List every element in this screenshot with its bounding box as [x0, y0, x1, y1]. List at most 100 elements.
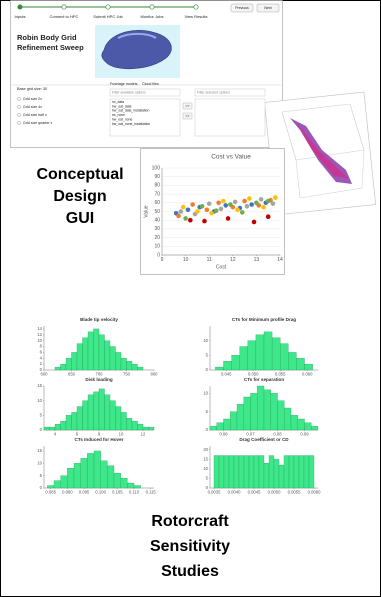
histogram-bar	[138, 424, 144, 430]
scatter-point	[259, 197, 264, 202]
histogram-bar	[224, 419, 231, 430]
scatter-point	[200, 204, 205, 209]
step-label: Inputs	[15, 14, 26, 19]
chart-title: CTs Induced for Hover	[75, 437, 124, 442]
move-button-label: <<	[186, 114, 190, 118]
scatter-point	[214, 208, 219, 213]
histogram-bar	[271, 393, 278, 430]
option-label: Grid size 2x	[23, 97, 42, 101]
y-tick-label: 10	[37, 338, 42, 343]
histogram-bar	[94, 451, 101, 488]
histogram-bar	[143, 427, 149, 430]
x-tick-label: 10	[183, 257, 189, 263]
x-tick-label: 750	[123, 372, 131, 377]
x-tick-label: 0.095	[79, 490, 90, 495]
option-radio[interactable]	[18, 98, 21, 101]
histogram-bar	[132, 364, 138, 370]
histogram-bar	[289, 456, 294, 488]
histogram-bar	[88, 332, 94, 370]
y-tick-label: 70	[154, 191, 160, 197]
histogram-bar	[81, 458, 88, 488]
x-tick-label: 0.105	[112, 490, 123, 495]
x-tick-label: 0.090	[62, 490, 73, 495]
chart-title: CTs for Minimum profile Drag	[232, 317, 296, 322]
scatter-point	[235, 207, 240, 212]
x-tick-label: 600	[41, 372, 49, 377]
histogram-bar	[116, 352, 122, 370]
histogram-bar	[244, 397, 251, 430]
sweep-title: Robin Body Grid	[17, 33, 77, 42]
scatter-point	[273, 195, 278, 200]
option-radio[interactable]	[18, 122, 21, 125]
x-tick-label: 0.110	[129, 490, 140, 495]
option-radio[interactable]	[18, 114, 21, 117]
x-tick-label: 0.0035	[208, 490, 221, 495]
histogram-bar	[77, 407, 83, 430]
histogram-bar	[249, 456, 254, 488]
tab-label[interactable]: Fuselage models	[110, 82, 138, 86]
histogram-bar	[132, 421, 138, 430]
x-tick-label: 10	[119, 432, 124, 437]
scatter-point	[219, 207, 224, 212]
histogram-bar	[278, 401, 285, 430]
y-tick-label: 10	[37, 398, 42, 403]
list-item[interactable]: hw_oat_none_installation	[112, 122, 150, 126]
histogram-bar	[50, 427, 56, 430]
histogram-bar	[67, 468, 74, 488]
histogram-bar	[291, 415, 298, 430]
x-tick-label: 0.07	[246, 432, 255, 437]
y-tick-label: 10	[203, 390, 208, 395]
step-dot	[150, 5, 154, 9]
histogram-bar	[244, 456, 249, 488]
scatter-point	[271, 201, 276, 206]
histogram-bar	[224, 456, 229, 488]
histogram-bar	[217, 423, 224, 430]
scatter-point	[261, 205, 266, 210]
histogram-bar	[87, 453, 94, 488]
list-item[interactable]: hw_oat_none	[112, 117, 132, 121]
x-tick-label: 0.0050	[268, 490, 281, 495]
histogram-bar	[127, 418, 133, 430]
scatter-point	[242, 199, 247, 204]
option-radio[interactable]	[18, 106, 21, 109]
histogram-bar	[83, 401, 89, 430]
histogram-bar	[105, 341, 111, 370]
histogram-bar	[54, 481, 61, 488]
x-tick-label: 0.06	[219, 432, 228, 437]
histogram-bar	[264, 332, 272, 370]
section-label: Sensitivity	[150, 538, 230, 555]
y-tick-label: 20	[203, 447, 208, 452]
x-tick-label: 0.100	[95, 490, 106, 495]
y-tick-label: 15	[37, 383, 42, 388]
y-tick-label: 10	[203, 466, 208, 471]
histogram-bar	[127, 361, 133, 370]
x-tick-label: 13	[254, 257, 260, 263]
list-item[interactable]: hw_oat_data_installation	[112, 109, 149, 113]
scatter-point	[254, 201, 259, 206]
histogram-bar	[134, 486, 141, 488]
histogram-bar	[294, 456, 299, 488]
histogram-bar	[251, 393, 258, 430]
histogram-bar	[72, 412, 78, 430]
scatter-point	[205, 207, 210, 212]
chart-title: Drag Coefficient or CD	[239, 437, 289, 442]
histogram-bar	[259, 456, 264, 488]
section-label: Conceptual	[36, 166, 123, 183]
filter-placeholder: Filter selected options	[197, 90, 230, 94]
list-item[interactable]: rw_none	[112, 113, 125, 117]
list-item[interactable]: rw_data	[112, 100, 124, 104]
tab-label[interactable]: Cloud files	[142, 82, 159, 86]
option-list	[195, 99, 265, 136]
list-item[interactable]: hw_oat_data	[112, 104, 132, 108]
x-tick-label: 0.055	[275, 372, 286, 377]
x-axis-label: Cost	[216, 264, 227, 270]
histogram-bar	[74, 463, 81, 488]
histogram-bar	[305, 364, 313, 370]
x-tick-label: 0.115	[146, 490, 157, 495]
histogram-bar	[88, 395, 94, 430]
histogram-bar	[61, 364, 67, 370]
chart-title: Disk loading	[85, 377, 113, 382]
histogram-bar	[99, 335, 105, 370]
scatter-point	[183, 216, 188, 221]
step-dot	[194, 5, 198, 9]
